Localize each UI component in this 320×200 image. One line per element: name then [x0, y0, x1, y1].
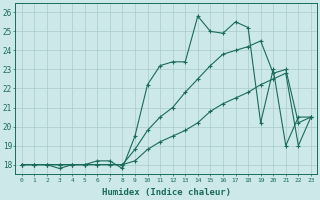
X-axis label: Humidex (Indice chaleur): Humidex (Indice chaleur): [102, 188, 231, 197]
